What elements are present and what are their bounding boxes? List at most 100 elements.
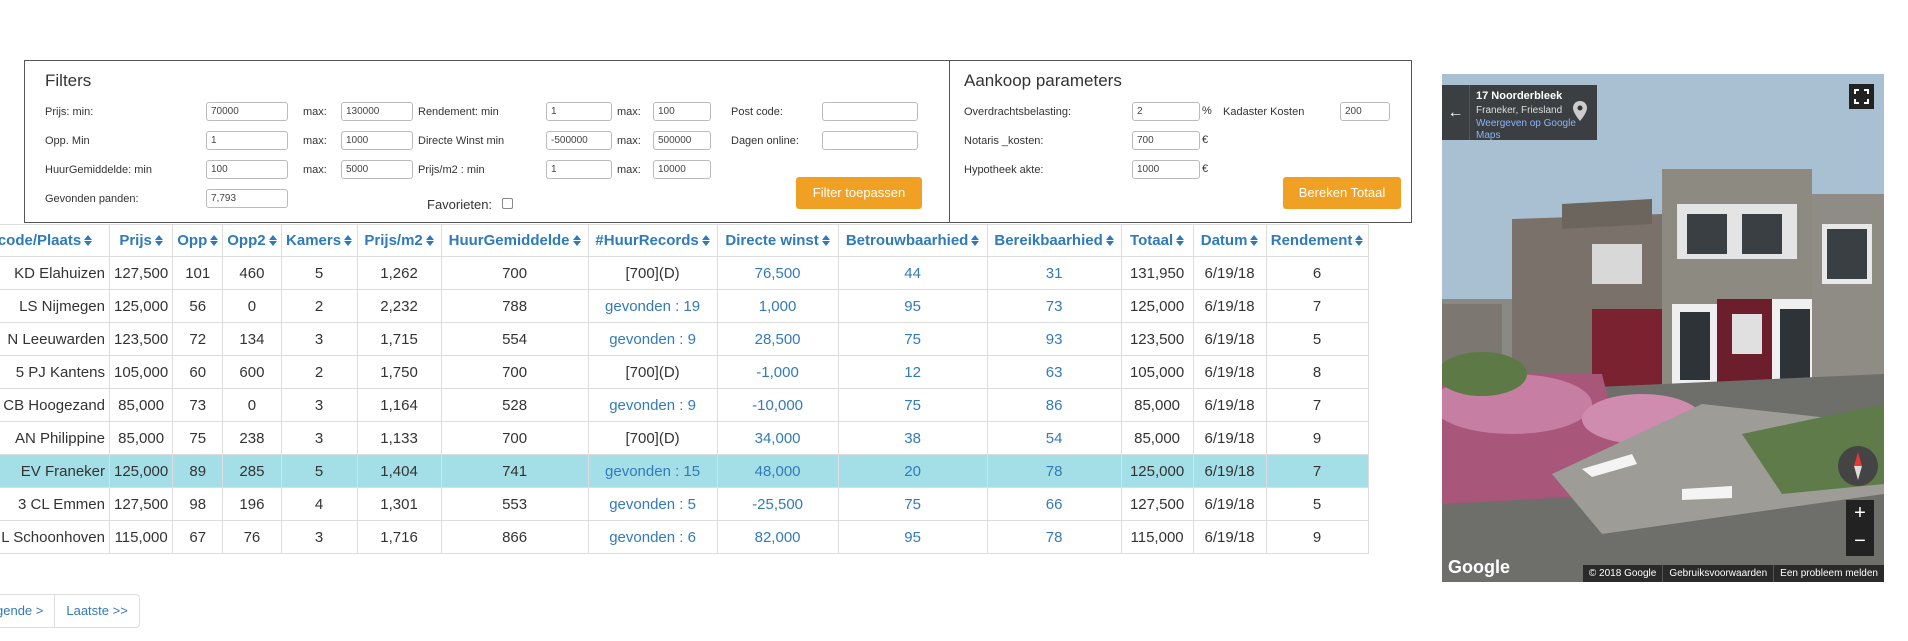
prijs-min-input[interactable]: 70000 [206,102,288,121]
winst-min-input[interactable]: -500000 [546,131,612,150]
terms-link[interactable]: Gebruiksvoorwaarden [1662,565,1773,582]
column-header[interactable]: Opp [172,224,224,257]
opp-min-input[interactable]: 1 [206,131,288,150]
sort-icon[interactable] [1250,235,1259,246]
sort-icon[interactable] [821,235,830,246]
column-header[interactable]: Bereikbaarhied [986,224,1122,257]
cell-winst[interactable]: 82,000 [716,520,839,554]
cell-betrouw[interactable]: 12 [837,355,988,389]
next-page-link[interactable]: gende > [0,594,56,628]
cell-records[interactable]: gevonden : 6 [587,520,718,554]
view-on-maps-link[interactable]: Weergeven op Google Maps [1476,118,1576,141]
cell-betrouw[interactable]: 75 [837,487,988,521]
cell-bereik[interactable]: 93 [986,322,1122,356]
cell-bereik[interactable]: 78 [986,520,1122,554]
last-page-link[interactable]: Laatste >> [55,594,140,628]
column-header[interactable]: #HuurRecords [587,224,718,257]
sort-icon[interactable] [1105,235,1114,246]
rendement-max-input[interactable]: 100 [653,102,711,121]
table-row[interactable]: 5 PJ Kantens 105,000 60 600 2 1,750 700 [700](D… [0,355,1369,389]
winst-max-input[interactable]: 500000 [653,131,711,150]
column-header[interactable]: Totaal [1120,224,1194,257]
cell-betrouw[interactable]: 95 [837,520,988,554]
sort-icon[interactable] [1355,235,1364,246]
sort-icon[interactable] [268,235,277,246]
filter-apply-button[interactable]: Filter toepassen [796,177,922,209]
cell-winst[interactable]: -1,000 [716,355,839,389]
sort-icon[interactable] [210,235,219,246]
cell-bereik[interactable]: 31 [986,256,1122,290]
cell-bereik[interactable]: 54 [986,421,1122,455]
map-pin-icon[interactable] [1573,101,1587,121]
cell-records[interactable]: gevonden : 9 [587,388,718,422]
zoom-in-button[interactable]: + [1854,502,1866,524]
fullscreen-icon[interactable] [1849,84,1874,109]
column-header[interactable]: Prijs/m2 [356,224,442,257]
cell-winst[interactable]: 76,500 [716,256,839,290]
cell-bereik[interactable]: 66 [986,487,1122,521]
column-header[interactable]: Directe winst [716,224,839,257]
column-header[interactable]: Datum [1192,224,1267,257]
zoom-out-button[interactable]: − [1854,530,1866,552]
table-row[interactable]: L Schoonhoven 115,000 67 76 3 1,716 866 gevonde… [0,520,1369,554]
opp-max-input[interactable]: 1000 [341,131,413,150]
sort-icon[interactable] [701,235,710,246]
cell-betrouw[interactable]: 75 [837,388,988,422]
sort-icon[interactable] [1176,235,1185,246]
column-header[interactable]: code/Plaats [0,224,110,257]
cell-winst[interactable]: 48,000 [716,454,839,488]
huur-max-input[interactable]: 5000 [341,160,413,179]
rendement-min-input[interactable]: 1 [546,102,612,121]
cell-winst[interactable]: 1,000 [716,289,839,323]
prijs-max-input[interactable]: 130000 [341,102,413,121]
cell-bereik[interactable]: 78 [986,454,1122,488]
cell-records[interactable]: gevonden : 19 [587,289,718,323]
cell-bereik[interactable]: 86 [986,388,1122,422]
cell-winst[interactable]: -25,500 [716,487,839,521]
column-header[interactable]: Prijs [108,224,174,257]
favorieten-checkbox[interactable] [502,198,513,209]
sort-icon[interactable] [344,235,353,246]
cell-bereik[interactable]: 73 [986,289,1122,323]
column-header[interactable]: Rendement [1265,224,1369,257]
cell-winst[interactable]: -10,000 [716,388,839,422]
table-row[interactable]: LS Nijmegen 125,000 56 0 2 2,232 788 gevonden :… [0,289,1369,323]
street-view-panel[interactable]: ← 17 Noorderbleek Franeker, Friesland We… [1442,74,1884,582]
cell-betrouw[interactable]: 95 [837,289,988,323]
table-row[interactable]: KD Elahuizen 127,500 101 460 5 1,262 700 [700](… [0,256,1369,290]
table-row[interactable]: EV Franeker 125,000 89 285 5 1,404 741 gevonden… [0,454,1369,488]
cell-betrouw[interactable]: 38 [837,421,988,455]
cell-records[interactable]: gevonden : 9 [587,322,718,356]
cell-records[interactable]: gevonden : 5 [587,487,718,521]
prijsm2-min-input[interactable]: 1 [546,160,612,179]
cell-winst[interactable]: 28,500 [716,322,839,356]
report-problem-link[interactable]: Een probleem melden [1773,565,1884,582]
prijsm2-max-input[interactable]: 10000 [653,160,711,179]
sort-icon[interactable] [572,235,581,246]
column-header[interactable]: Betrouwbaarhied [837,224,988,257]
cell-winst[interactable]: 34,000 [716,421,839,455]
huur-min-input[interactable]: 100 [206,160,288,179]
table-row[interactable]: CB Hoogezand 85,000 73 0 3 1,164 528 gevonden :… [0,388,1369,422]
kadaster-input[interactable]: 200 [1340,102,1390,121]
cell-betrouw[interactable]: 75 [837,322,988,356]
sort-icon[interactable] [425,235,434,246]
column-header[interactable]: Opp2 [222,224,282,257]
sort-icon[interactable] [154,235,163,246]
cell-records[interactable]: gevonden : 15 [587,454,718,488]
table-row[interactable]: N Leeuwarden 123,500 72 134 3 1,715 554 gevonde… [0,322,1369,356]
overdracht-input[interactable]: 2 [1132,102,1200,121]
cell-bereik[interactable]: 63 [986,355,1122,389]
compass-icon[interactable] [1838,446,1878,486]
back-arrow-icon[interactable]: ← [1442,85,1470,140]
column-header[interactable]: HuurGemiddelde [440,224,589,257]
cell-betrouw[interactable]: 44 [837,256,988,290]
bereken-totaal-button[interactable]: Bereken Totaal [1283,177,1401,209]
sort-icon[interactable] [84,235,93,246]
table-row[interactable]: AN Philippine 85,000 75 238 3 1,133 700 [700](D… [0,421,1369,455]
dagen-input[interactable] [822,131,918,150]
sort-icon[interactable] [971,235,980,246]
column-header[interactable]: Kamers [280,224,358,257]
table-row[interactable]: 3 CL Emmen 127,500 98 196 4 1,301 553 gevonden … [0,487,1369,521]
cell-betrouw[interactable]: 20 [837,454,988,488]
